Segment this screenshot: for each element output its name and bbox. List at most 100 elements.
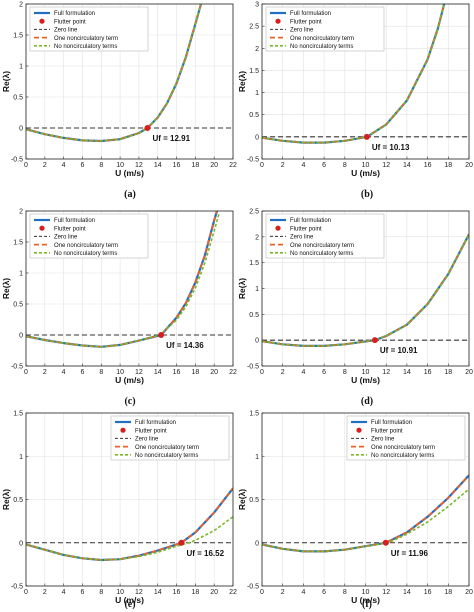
x-tick-label: 0 (260, 162, 264, 169)
y-tick-label: 2 (19, 2, 23, 9)
y-axis-label: Re(λ) (237, 278, 247, 299)
legend-swatch-flutter (275, 225, 281, 231)
y-axis-label: Re(λ) (237, 71, 247, 92)
y-tick-label: -0.5 (247, 157, 259, 164)
plot-frame (25, 412, 234, 587)
flutter-speed-label: Uf = 10.91 (380, 346, 418, 355)
y-tick-label: 1 (255, 454, 259, 461)
y-tick-label: 1 (255, 90, 259, 97)
x-tick-label: 10 (362, 589, 370, 596)
x-tick-label: 14 (154, 369, 162, 376)
x-tick-label: 10 (116, 369, 124, 376)
no-noncirculatory-line (262, 488, 469, 553)
flutter-point-marker (371, 337, 378, 344)
y-tick-label: 1.5 (13, 33, 23, 40)
y-tick-label: 1 (19, 271, 23, 278)
legend-entry-label: One noncirculatory term (54, 243, 118, 249)
x-tick-label: 6 (322, 589, 326, 596)
x-tick-label: 18 (191, 369, 199, 376)
flutter-point-marker (382, 539, 389, 546)
legend-entry-label: One noncirculatory term (371, 445, 435, 451)
y-tick-label: 2.5 (249, 24, 259, 31)
x-tick-label: 12 (382, 369, 390, 376)
y-tick-label: 0.5 (13, 95, 23, 102)
y-tick-label: 0.5 (13, 302, 23, 309)
plot-frame (25, 210, 234, 367)
flutter-point-marker (158, 332, 165, 338)
x-axis-label: U (m/s) (115, 595, 144, 605)
y-tick-label: 1.5 (13, 240, 23, 247)
x-tick-label: 12 (382, 162, 390, 169)
x-tick-label: 20 (465, 369, 473, 376)
flutter-speed-label: Uf = 10.13 (372, 143, 410, 152)
panel-label: (a) (124, 189, 136, 200)
y-tick-label: 2.5 (249, 209, 259, 216)
legend-entry-label: Full formulation (54, 218, 95, 224)
x-tick-label: 0 (24, 162, 28, 169)
legend-entry-label: One noncirculatory term (135, 445, 199, 451)
chart-panel-f: 0 2 4 6 8 10 12 14 16 18 20-0.500.511.5U (m/s)Re(λ… (237, 411, 473, 611)
chart-panel-b: 0 2 4 6 8 10 12 14 16 18 20-0.500.511.522.53U (m/s… (237, 2, 473, 201)
x-tick-label: 0 (24, 589, 28, 596)
y-tick-label: 1.5 (13, 411, 23, 418)
legend-entry-label: Full formulation (371, 420, 412, 426)
y-tick-label: -0.5 (11, 364, 23, 371)
y-tick-label: 0.5 (13, 497, 23, 504)
legend-entry-label: Full formulation (135, 420, 176, 426)
flutter-speed-label: Uf = 12.91 (152, 134, 190, 143)
x-tick-label: 14 (403, 369, 411, 376)
y-tick-label: 0 (255, 134, 259, 141)
y-tick-label: -0.5 (11, 157, 23, 164)
x-axis-label: U (m/s) (351, 375, 380, 385)
x-tick-label: 2 (281, 162, 285, 169)
x-tick-label: 10 (116, 162, 124, 169)
legend-entry-label: Zero line (54, 28, 78, 34)
x-tick-label: 14 (154, 162, 162, 169)
legend-entry-label: No noncirculatory terms (54, 251, 117, 257)
y-tick-label: 3 (255, 2, 259, 9)
x-tick-label: 18 (191, 162, 199, 169)
plot-frame (261, 210, 470, 367)
x-tick-label: 8 (99, 589, 103, 596)
x-tick-label: 8 (343, 369, 347, 376)
legend-entry-label: No noncirculatory terms (290, 251, 353, 257)
y-tick-label: 0 (19, 333, 23, 340)
x-tick-label: 6 (81, 162, 85, 169)
x-tick-label: 8 (99, 369, 103, 376)
legend-entry-label: No noncirculatory terms (371, 453, 434, 459)
flutter-speed-label: Uf = 16.52 (186, 549, 224, 558)
legend-entry-label: Flutter point (290, 19, 322, 25)
x-tick-label: 8 (99, 162, 103, 169)
y-tick-label: 1.5 (249, 68, 259, 75)
legend: Full formulation Flutter point Zero line On… (346, 415, 466, 461)
x-tick-label: 22 (229, 369, 237, 376)
legend-entry-label: Zero line (54, 235, 78, 241)
chart-panel-a: 0 2 4 6 8 10 12 14 16 18 20 22-0.500.511.52U (m/s)R… (1, 2, 237, 201)
legend-swatch-flutter (356, 427, 362, 433)
panel-label: (d) (361, 396, 373, 407)
x-axis-label: U (m/s) (115, 168, 144, 178)
x-tick-label: 4 (62, 162, 66, 169)
flutter-point-marker (363, 133, 370, 140)
x-tick-label: 22 (229, 589, 237, 596)
x-tick-label: 18 (191, 589, 199, 596)
legend: Full formulation Flutter point Zero line On… (29, 6, 149, 52)
legend-entry-label: Full formulation (290, 11, 331, 17)
y-tick-label: 2 (255, 46, 259, 53)
legend-entry-label: Flutter point (54, 226, 86, 232)
x-tick-label: 2 (43, 589, 47, 596)
x-tick-label: 20 (465, 162, 473, 169)
x-tick-label: 2 (43, 369, 47, 376)
x-tick-label: 4 (62, 369, 66, 376)
x-tick-label: 22 (229, 162, 237, 169)
y-tick-label: 0 (19, 126, 23, 133)
x-tick-label: 6 (322, 369, 326, 376)
x-tick-label: 6 (322, 162, 326, 169)
y-tick-label: -0.5 (247, 364, 259, 371)
x-tick-label: 4 (301, 162, 305, 169)
panel-label: (c) (124, 396, 135, 407)
no-noncirculatory-line (26, 4, 202, 142)
legend: Full formulation Flutter point Zero line On… (29, 213, 149, 259)
y-tick-label: 2 (255, 234, 259, 241)
plot-frame (25, 3, 234, 160)
